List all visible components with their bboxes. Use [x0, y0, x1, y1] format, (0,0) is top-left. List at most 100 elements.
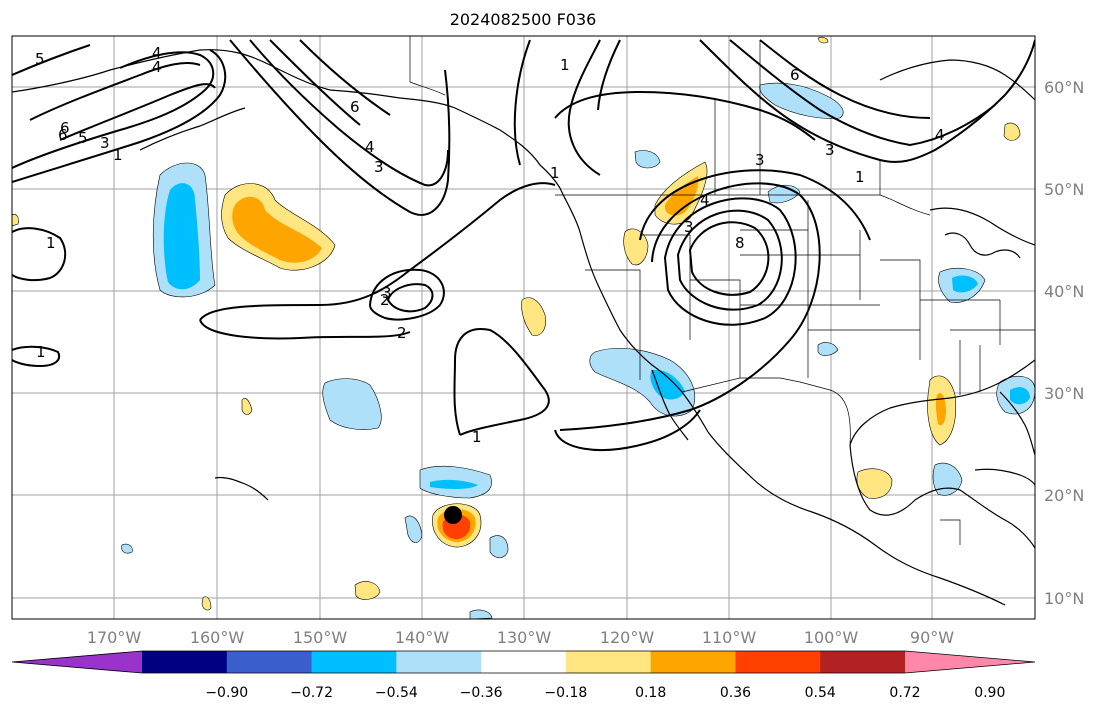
contour-line — [759, 39, 931, 119]
colorbar-tick-label: −0.90 — [205, 685, 248, 701]
contour-label: 2 — [380, 291, 390, 309]
lat-tick-label: 20°N — [1044, 486, 1084, 505]
coastline-great-lakes — [944, 232, 1021, 259]
colorbar-tick-label: −0.18 — [544, 685, 587, 701]
lon-tick-label: 120°W — [600, 628, 655, 647]
shade-region-warm-core — [665, 176, 699, 216]
lon-tick-label: 90°W — [910, 628, 954, 647]
contour-label: 1 — [36, 343, 46, 361]
shade-region-cold-core — [430, 479, 478, 490]
lon-tick-label: 130°W — [497, 628, 552, 647]
coastline-east-canada — [929, 207, 1035, 246]
shade-region-cold — [932, 462, 963, 496]
lat-tick-label: 10°N — [1044, 589, 1084, 608]
contour-line — [12, 51, 215, 169]
contour-label: 1 — [46, 234, 56, 252]
contour-ring — [663, 197, 797, 326]
contour-line — [229, 39, 451, 216]
colorbar-segment — [565, 651, 652, 673]
shade-region-warm — [1003, 122, 1021, 141]
contour-label: 4 — [152, 58, 162, 76]
shade-region-warm-core — [232, 196, 322, 263]
contour-label: 3 — [684, 218, 694, 236]
contour-line — [12, 44, 91, 76]
colorbar-segment — [396, 651, 482, 673]
shade-region-cold — [759, 82, 844, 119]
contour-line — [199, 319, 411, 340]
shade-region-cold — [322, 378, 382, 430]
colorbar-segment — [735, 651, 821, 673]
colorbar-segment — [820, 651, 906, 673]
contour-label: 4 — [700, 191, 710, 209]
border-state — [640, 234, 691, 340]
contour-label: 1 — [560, 56, 570, 74]
contour-line — [729, 39, 996, 147]
colorbar-tick-label: −0.72 — [290, 685, 333, 701]
shade-region-cold-core — [952, 275, 978, 293]
contour-label: 4 — [152, 44, 162, 62]
contour-label: 4 — [365, 138, 375, 156]
shade-region-warm — [241, 398, 253, 415]
shade-region-warm — [817, 36, 829, 44]
map-title: 2024082500 F036 — [449, 10, 597, 29]
colorbar-tick-label: −0.54 — [375, 685, 418, 701]
contour-line — [559, 182, 821, 431]
contour-line — [12, 227, 67, 282]
contour-line — [554, 409, 701, 451]
plot-frame — [11, 35, 1036, 620]
coastline-hudson — [879, 59, 1035, 101]
shade-region-warm-core — [935, 393, 946, 426]
graticule — [12, 36, 1035, 619]
contour-line — [299, 39, 391, 116]
colorbar-tick-label: −0.36 — [460, 685, 503, 701]
shade-region-cold-core — [163, 183, 200, 290]
colorbar-segment — [226, 651, 313, 673]
contour-label: 4 — [935, 126, 945, 144]
contour-line — [567, 39, 601, 176]
colorbar-segment — [142, 651, 228, 673]
shade-region-cold-core — [1010, 387, 1030, 405]
colorbar-extend-low — [12, 651, 142, 673]
lat-tick-label: 50°N — [1044, 180, 1084, 199]
contour-label: 3 — [755, 151, 765, 169]
contour-ring — [688, 221, 770, 296]
coastline-mexico-west — [707, 431, 1006, 606]
border-canada-us — [555, 194, 931, 216]
coastline-florida — [999, 391, 1035, 456]
colorbar-extend-high — [905, 651, 1035, 673]
colorbar-tick-label: 0.54 — [805, 685, 836, 701]
contour-label: 1 — [113, 146, 123, 164]
contours — [12, 39, 1035, 451]
contour-line — [639, 169, 871, 241]
border-state — [940, 519, 961, 545]
coastline-yucatan — [849, 444, 1035, 549]
colorbar-segment — [311, 651, 397, 673]
lat-tick-label: 40°N — [1044, 282, 1084, 301]
contour-line — [269, 39, 361, 126]
shade-region-warm — [354, 581, 381, 600]
shade-region-cold — [634, 150, 661, 169]
contour-line — [699, 39, 1035, 163]
lon-tick-label: 110°W — [702, 628, 757, 647]
contour-label: 5 — [35, 50, 45, 68]
longitude-ticks: 170°W 160°W 150°W 140°W 130°W 120°W 110°… — [87, 628, 954, 647]
contour-label: 1 — [855, 168, 865, 186]
contour-line — [12, 345, 60, 368]
contour-label: 3 — [100, 134, 110, 152]
colorbar-tick-label: 0.36 — [720, 685, 751, 701]
lon-tick-label: 160°W — [190, 628, 245, 647]
contour-label: 5 — [78, 129, 88, 147]
lon-tick-label: 100°W — [804, 628, 859, 647]
colorbar-tick-label: 0.72 — [889, 685, 920, 701]
contour-labels: 5 4 6 5 3 1 6 4 3 1 1 6 4 3 1 8 3 3 4 2 … — [35, 44, 945, 446]
coastline-gulf — [849, 359, 1035, 446]
lon-tick-label: 140°W — [395, 628, 450, 647]
colorbar-segment — [481, 651, 567, 673]
contour-label: 3 — [825, 141, 835, 159]
border-us-mexico — [681, 377, 851, 446]
shade-region-cold — [817, 342, 839, 356]
contour-line — [59, 83, 216, 141]
border-state — [585, 269, 641, 380]
contour-label: 1 — [472, 428, 482, 446]
contour-label: 6 — [350, 98, 360, 116]
